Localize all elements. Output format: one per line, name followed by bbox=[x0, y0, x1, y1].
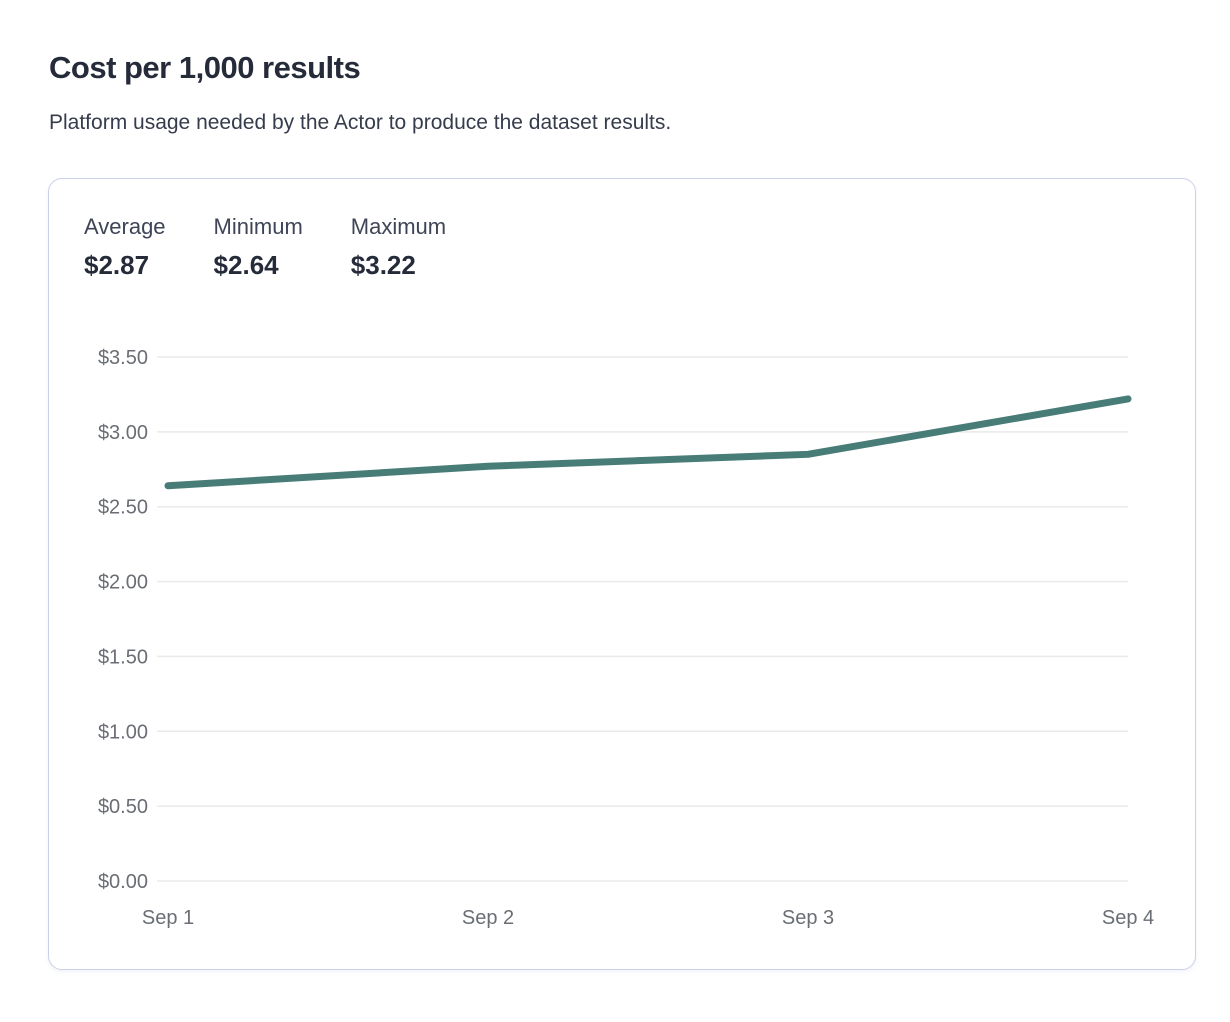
x-axis-tick-label: Sep 4 bbox=[1102, 907, 1154, 929]
page-title: Cost per 1,000 results bbox=[49, 50, 361, 85]
y-axis-tick-label: $1.00 bbox=[98, 721, 148, 743]
x-axis-tick-label: Sep 1 bbox=[142, 907, 194, 929]
y-axis-tick-label: $0.50 bbox=[98, 796, 148, 818]
stat-average-label: Average bbox=[84, 214, 166, 239]
cost-chart-card: Average $2.87 Minimum $2.64 Maximum $3.2… bbox=[48, 178, 1196, 970]
page-subtitle: Platform usage needed by the Actor to pr… bbox=[49, 111, 672, 134]
stat-average-value: $2.87 bbox=[84, 250, 150, 280]
stat-minimum-value: $2.64 bbox=[213, 250, 279, 280]
y-axis-tick-label: $3.50 bbox=[98, 347, 148, 369]
x-axis-tick-label: Sep 2 bbox=[462, 907, 514, 929]
cost-line-series[interactable] bbox=[164, 395, 1132, 490]
cost-line-chart[interactable]: $3.50 $3.00 $2.50 $2.00 $1.50 $1.00 $0.50 $0.00… bbox=[83, 347, 1173, 947]
y-axis-tick-label: $3.00 bbox=[98, 422, 148, 444]
stat-average: Average $2.87 bbox=[84, 214, 166, 281]
y-axis-tick-label: $2.00 bbox=[98, 572, 148, 594]
y-axis-tick-label: $2.50 bbox=[98, 497, 148, 519]
x-axis-tick-label: Sep 3 bbox=[782, 907, 834, 929]
stat-minimum-label: Minimum bbox=[213, 214, 303, 239]
y-axis-tick-label: $1.50 bbox=[98, 646, 148, 668]
stat-minimum: Minimum $2.64 bbox=[214, 214, 303, 281]
stat-maximum-value: $3.22 bbox=[350, 250, 416, 280]
stat-maximum: Maximum $3.22 bbox=[351, 214, 446, 281]
stats-row: Average $2.87 Minimum $2.64 Maximum $3.2… bbox=[84, 214, 446, 281]
y-axis-tick-label: $0.00 bbox=[98, 871, 148, 893]
stat-maximum-label: Maximum bbox=[350, 214, 447, 239]
